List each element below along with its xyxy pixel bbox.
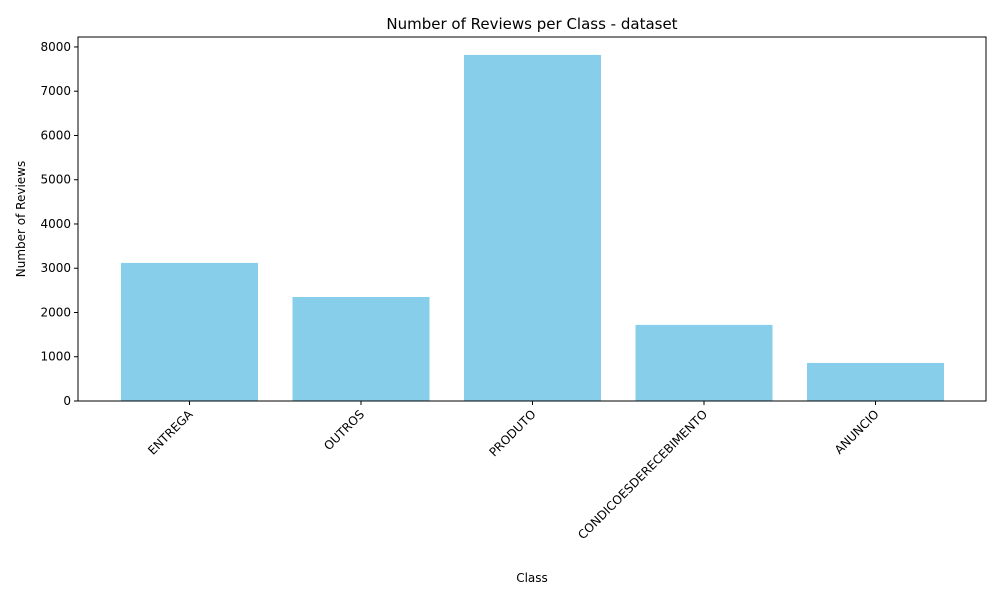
x-tick-label-condicoesderecebimento: CONDICOESDERECEBIMENTO	[575, 407, 710, 542]
x-axis-label: Class	[516, 571, 548, 585]
bar-anuncio	[807, 362, 944, 401]
y-tick-label-8000: 8000	[40, 40, 71, 54]
y-tick-label-3000: 3000	[40, 261, 71, 275]
y-axis: 0 1000 2000 3000 4000 5000 6000 7000 8000	[40, 40, 78, 408]
y-tick-label-4000: 4000	[40, 217, 71, 231]
x-tick-label-anuncio: ANUNCIO	[832, 407, 882, 457]
chart-title: Number of Reviews per Class - dataset	[386, 15, 677, 33]
x-axis: ENTREGA OUTROS PRODUTO CONDICOESDERECEBIMEN…	[145, 401, 882, 542]
plot-frame	[77, 36, 987, 402]
x-tick-label-entrega: ENTREGA	[145, 407, 196, 458]
bars-layer	[121, 54, 944, 402]
y-tick-label-0: 0	[63, 394, 71, 408]
bar-entrega	[121, 262, 258, 401]
y-tick-label-1000: 1000	[40, 350, 71, 364]
bar-produto	[464, 54, 601, 402]
bar-outros	[292, 297, 430, 401]
y-tick-label-7000: 7000	[40, 84, 71, 98]
x-tick-label-outros: OUTROS	[321, 407, 367, 453]
y-tick-label-5000: 5000	[40, 173, 71, 187]
bar-condicoesderecebimento	[635, 324, 773, 401]
y-tick-label-2000: 2000	[40, 305, 71, 319]
y-axis-label: Number of Reviews	[14, 161, 28, 277]
y-tick-label-6000: 6000	[40, 128, 71, 142]
x-tick-label-produto: PRODUTO	[486, 407, 538, 459]
